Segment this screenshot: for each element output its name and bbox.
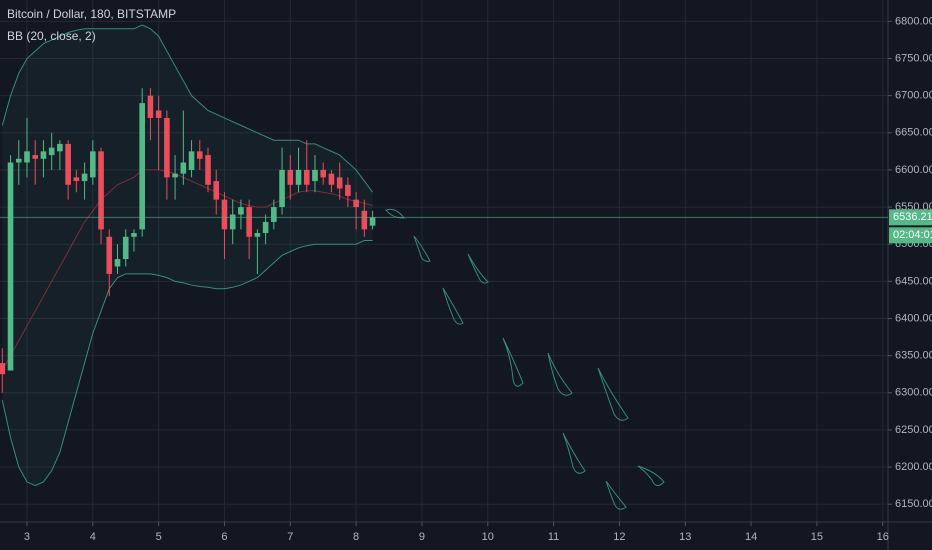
chart-title: Bitcoin / Dollar, 180, BITSTAMP (7, 7, 176, 21)
candle-body (48, 147, 55, 156)
candle-body (303, 169, 310, 185)
drawing (637, 465, 665, 486)
candle-body (155, 110, 162, 118)
candle-body (106, 236, 113, 274)
countdown-label: 02:04:01 (893, 229, 932, 241)
candle-body (361, 210, 368, 230)
x-tick-label: 11 (548, 531, 559, 543)
candle-body (65, 143, 71, 185)
x-tick-label: 5 (156, 531, 162, 543)
candle-body (147, 95, 154, 118)
x-tick-label: 13 (679, 531, 691, 543)
x-tick-label: 3 (24, 531, 30, 543)
drawings (385, 208, 665, 510)
drawing (547, 352, 573, 396)
y-tick-label: 6700.00 (895, 90, 932, 102)
drawing (597, 367, 629, 421)
candle-body (164, 117, 170, 178)
candle-body (254, 233, 261, 237)
candle-body (345, 184, 351, 196)
drawing (605, 480, 627, 510)
y-tick-label: 6650.00 (895, 127, 932, 139)
band-line (1, 239, 373, 487)
countdown-box (889, 227, 932, 244)
x-tick-label: 6 (221, 531, 227, 543)
candle-body (238, 207, 244, 215)
candle-body (369, 217, 376, 226)
band-line (1, 169, 373, 371)
candle-body (196, 151, 203, 159)
x-tick-label: 10 (482, 531, 494, 543)
candle-body (279, 169, 285, 208)
x-tick-label: 16 (877, 531, 889, 543)
x-tick-label: 4 (90, 531, 96, 543)
candle-body (271, 207, 277, 222)
candle-body (73, 177, 80, 182)
x-tick-label: 15 (811, 531, 823, 543)
drawing (562, 432, 586, 474)
y-tick-label: 6250.00 (895, 424, 932, 436)
candle-body (7, 162, 14, 371)
drawing (502, 337, 524, 387)
candle-body (24, 151, 30, 163)
candle-body (287, 169, 294, 185)
candle-body (262, 221, 269, 234)
last-price-label: 6536.21 (893, 211, 932, 223)
indicator-label: BB (20, close, 2) (7, 29, 96, 43)
candle-body (180, 162, 187, 174)
candle-body (205, 155, 211, 185)
y-tick-label: 6600.00 (895, 164, 932, 176)
x-tick-label: 9 (419, 531, 425, 543)
candle-body (188, 151, 195, 170)
candles (0, 88, 376, 393)
candle-body (295, 169, 302, 185)
drawing (385, 208, 405, 219)
x-tick-label: 12 (613, 531, 625, 543)
candle-body (221, 199, 228, 230)
candle-body (353, 199, 359, 208)
candle-body (114, 259, 121, 267)
candle-body (90, 151, 96, 178)
y-tick-label: 6450.00 (895, 275, 932, 287)
y-tick-label: 6350.00 (895, 350, 932, 362)
candle-body (81, 173, 88, 182)
candle-body (98, 151, 104, 230)
candle-body (320, 169, 327, 178)
y-tick-label: 6800.00 (895, 15, 932, 27)
candle-body (131, 233, 137, 237)
y-tick-label: 6750.00 (895, 52, 932, 64)
candle-body (213, 181, 220, 200)
axes: 6150.00 6200.00 6250.00 6300.00 6350.00 6400.… (0, 15, 932, 543)
y-tick-label: 6150.00 (895, 498, 932, 510)
candle-body (336, 177, 343, 189)
candle-body (40, 151, 47, 159)
candle-body (15, 158, 22, 163)
candle-body (122, 236, 129, 260)
last-price-box (889, 209, 932, 226)
candle-body (0, 363, 6, 375)
candle-body (32, 155, 39, 159)
candle-body (229, 214, 236, 230)
x-tick-label: 8 (353, 531, 359, 543)
drawing (467, 253, 489, 284)
y-tick-label: 6300.00 (895, 387, 932, 399)
drawing (413, 235, 431, 262)
candle-body (172, 173, 178, 178)
candle-body (246, 207, 252, 237)
x-tick-label: 14 (745, 531, 757, 543)
candle-body (328, 173, 335, 185)
band-line (1, 24, 373, 193)
grid (0, 0, 888, 522)
candle-body (312, 169, 318, 182)
y-tick-label: 6400.00 (895, 312, 932, 324)
candle-body (139, 103, 145, 230)
y-tick-label: 6200.00 (895, 461, 932, 473)
bollinger-bands (1, 24, 373, 487)
candle-body (57, 143, 63, 152)
drawing (442, 287, 464, 325)
x-tick-label: 7 (287, 531, 293, 543)
